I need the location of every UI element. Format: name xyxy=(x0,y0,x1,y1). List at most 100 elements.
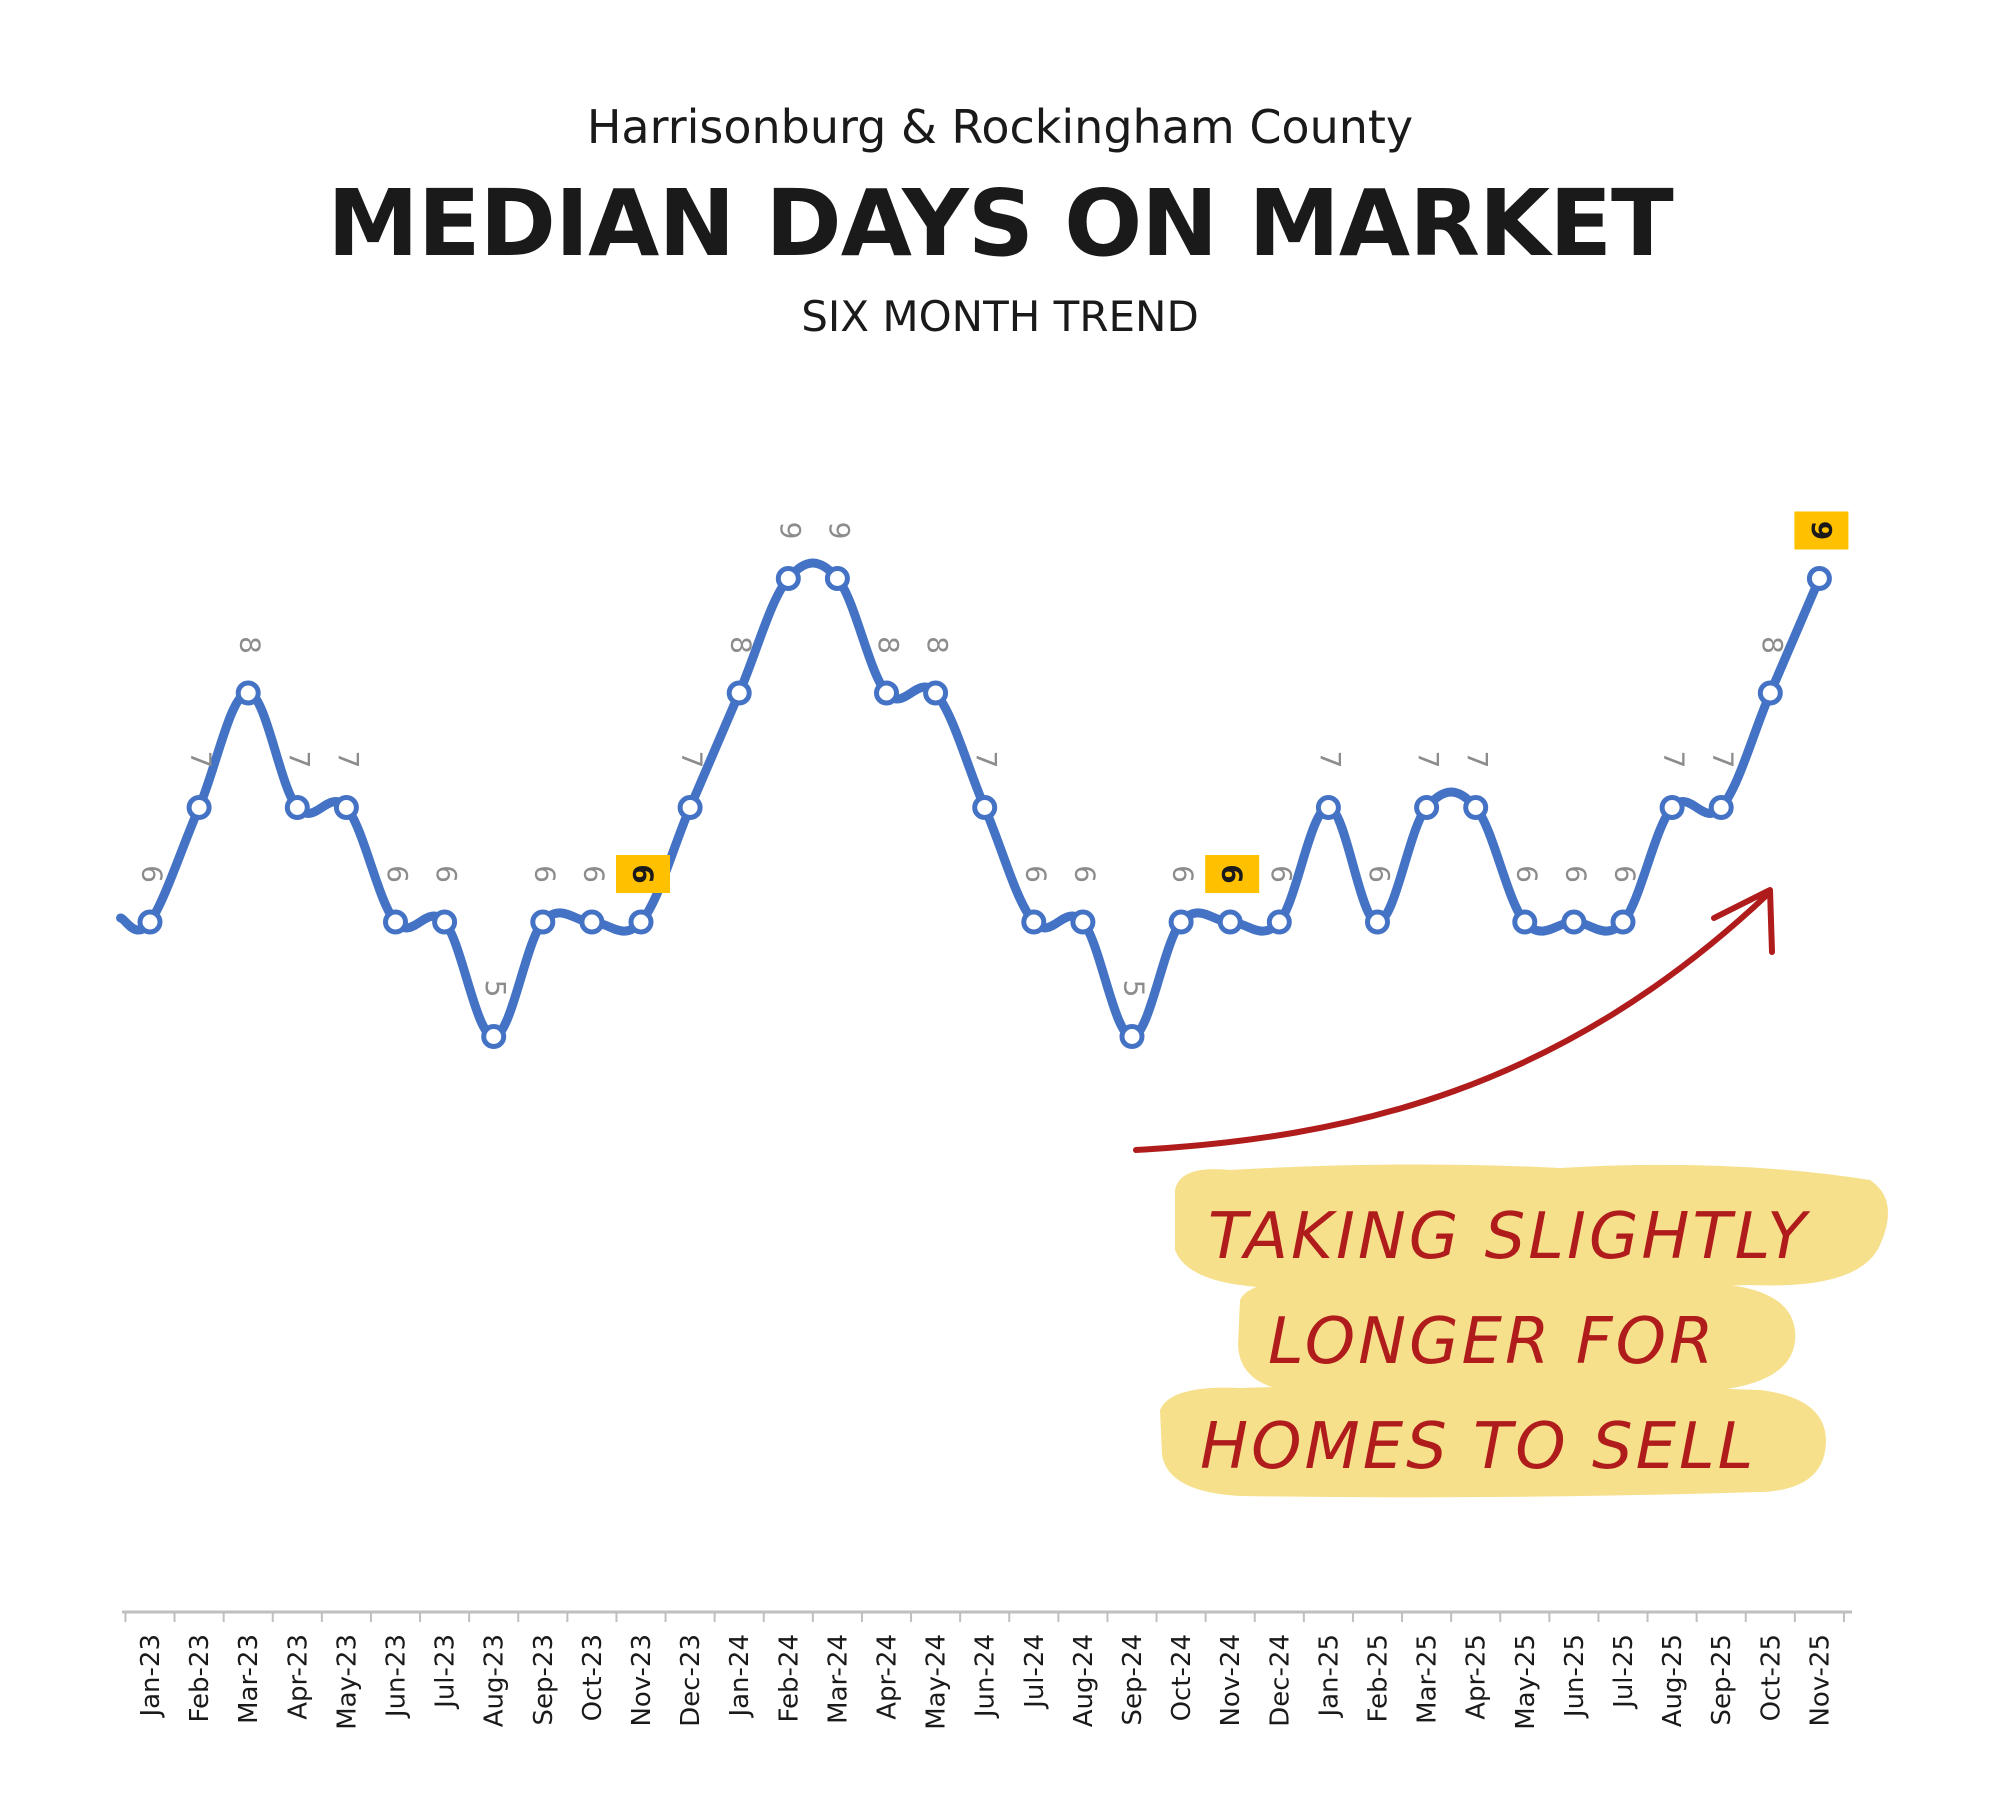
chart-subtitle: SIX MONTH TREND xyxy=(801,292,1199,341)
data-label: 6 xyxy=(1510,865,1543,883)
data-point xyxy=(186,795,212,820)
data-label-highlight xyxy=(1205,855,1260,893)
data-label-highlighted: 6 xyxy=(627,864,660,883)
data-label: 7 xyxy=(1658,751,1691,769)
data-point xyxy=(383,909,408,935)
x-tick-label: Mar-24 xyxy=(823,1634,853,1724)
x-tick-label: Feb-23 xyxy=(185,1634,215,1723)
data-point xyxy=(972,795,998,820)
data-point xyxy=(235,680,261,706)
data-label-highlight xyxy=(1794,511,1849,550)
annotation-line: LONGER FOR xyxy=(1268,1305,1716,1379)
data-point xyxy=(1168,909,1194,935)
x-axis xyxy=(122,1610,1852,1622)
x-tick-label: Oct-23 xyxy=(578,1634,608,1721)
data-point xyxy=(1806,566,1832,591)
data-label: 7 xyxy=(1461,751,1494,769)
data-label: 7 xyxy=(283,751,316,769)
note-highlight xyxy=(1160,1384,1826,1498)
data-label: 6 xyxy=(1019,865,1052,883)
data-point xyxy=(1512,909,1538,935)
chart-title: MEDIAN DAYS ON MARKET xyxy=(327,170,1674,277)
data-label: 8 xyxy=(725,636,758,654)
data-label: 6 xyxy=(1265,865,1298,883)
data-label: 9 xyxy=(823,522,856,540)
data-point xyxy=(284,795,310,820)
series-line xyxy=(116,558,1824,1041)
data-point xyxy=(1315,795,1341,820)
x-tick-labels: Jan-23 Feb-23 Mar-23 Apr-23 May-23 Jun-23 Jul-… xyxy=(136,1634,1835,1730)
data-label: 8 xyxy=(921,636,954,654)
data-label: 5 xyxy=(479,980,512,998)
data-point xyxy=(1561,909,1587,935)
x-tick-label: Feb-24 xyxy=(774,1634,804,1723)
x-tick-label: Dec-23 xyxy=(676,1634,706,1727)
x-tick-label: Dec-24 xyxy=(1265,1634,1295,1727)
data-label: 6 xyxy=(136,865,169,883)
data-label: 6 xyxy=(1167,865,1200,883)
x-tick-label: Sep-24 xyxy=(1118,1634,1148,1725)
data-point xyxy=(1610,909,1636,935)
data-label: 7 xyxy=(1412,751,1445,769)
data-point xyxy=(628,909,654,935)
data-label: 7 xyxy=(1707,751,1740,769)
data-point xyxy=(1217,909,1243,935)
data-points xyxy=(137,566,1832,1049)
data-point xyxy=(1708,795,1734,820)
note-highlight xyxy=(1238,1278,1796,1395)
data-point xyxy=(333,795,359,820)
data-point xyxy=(726,680,752,706)
x-tick-label: Nov-23 xyxy=(627,1634,657,1727)
x-tick-label: Oct-25 xyxy=(1756,1634,1786,1721)
x-tick-label: Nov-24 xyxy=(1216,1634,1246,1727)
data-point xyxy=(874,680,899,706)
x-tick-label: Mar-25 xyxy=(1413,1634,1443,1724)
data-point xyxy=(1414,795,1440,820)
data-label-highlighted: 6 xyxy=(1216,864,1249,883)
data-label: 7 xyxy=(185,751,218,769)
data-label: 6 xyxy=(1363,865,1396,883)
x-tick-label: Apr-25 xyxy=(1462,1634,1492,1720)
x-tick-label: Feb-25 xyxy=(1364,1634,1394,1723)
data-point xyxy=(824,566,850,591)
data-point xyxy=(481,1024,507,1049)
data-label: 7 xyxy=(676,751,709,769)
x-tick-label: Jun-24 xyxy=(971,1634,1001,1719)
data-point xyxy=(579,909,605,935)
data-point xyxy=(530,909,556,935)
x-tick-label: Apr-24 xyxy=(873,1634,903,1720)
data-point xyxy=(1021,909,1047,935)
annotation-line: TAKING SLIGHTLY xyxy=(1208,1200,1811,1274)
x-tick-label: Jul-25 xyxy=(1609,1634,1639,1710)
trend-arrow-head xyxy=(1711,887,1775,955)
data-point xyxy=(1365,909,1390,935)
data-point xyxy=(1119,1024,1145,1049)
x-tick-label: May-23 xyxy=(332,1634,362,1730)
data-label: 6 xyxy=(430,865,463,883)
data-label-highlighted: 9 xyxy=(1805,521,1838,540)
x-tick-label: Sep-23 xyxy=(529,1634,559,1725)
annotation: TAKING SLIGHTLY LONGER FOR HOMES TO SELL xyxy=(1133,887,1888,1498)
trend-arrow xyxy=(1133,891,1771,1153)
data-label: 7 xyxy=(1314,751,1347,769)
data-point xyxy=(775,566,801,591)
x-tick-label: May-24 xyxy=(922,1634,952,1730)
x-tick-label: Apr-23 xyxy=(283,1634,313,1720)
data-point xyxy=(432,909,458,935)
x-tick-label: Jan-25 xyxy=(1314,1634,1344,1719)
data-label: 8 xyxy=(234,636,267,654)
data-point xyxy=(1070,909,1096,935)
x-tick-label: Jun-23 xyxy=(382,1634,412,1719)
note-highlight xyxy=(1175,1164,1888,1290)
data-label: 7 xyxy=(970,751,1003,769)
data-label: 5 xyxy=(1118,980,1151,998)
x-tick-label: Jul-24 xyxy=(1020,1634,1050,1710)
data-label: 6 xyxy=(577,865,610,883)
x-tick-label: Aug-25 xyxy=(1658,1634,1688,1727)
x-tick-label: Aug-24 xyxy=(1069,1634,1099,1727)
x-tick-label: Nov-25 xyxy=(1805,1634,1835,1727)
data-label: 8 xyxy=(872,636,905,654)
data-point xyxy=(1659,795,1685,820)
